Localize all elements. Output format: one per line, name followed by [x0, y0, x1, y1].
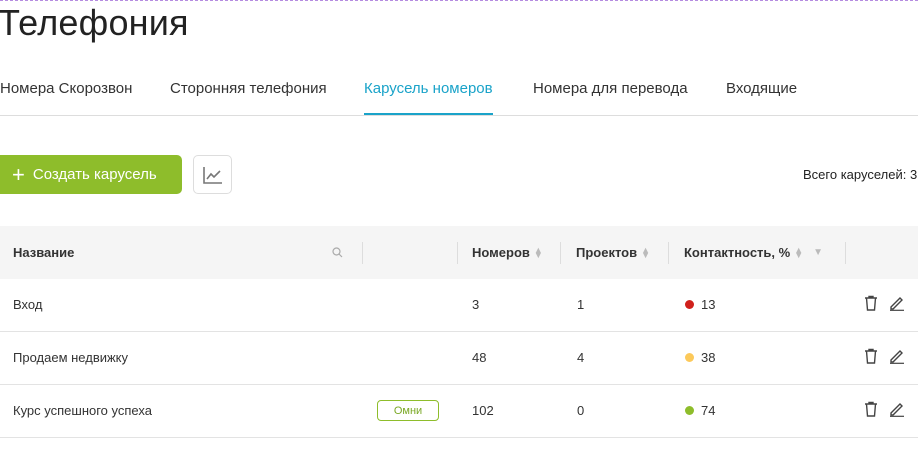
row-numbers: 3 — [472, 297, 480, 312]
header-numbers-label: Номеров — [472, 245, 530, 260]
statistics-button[interactable] — [193, 155, 232, 194]
search-icon[interactable] — [332, 247, 343, 258]
row-name: Вход — [13, 297, 43, 312]
header-contact-label: Контактность, % — [684, 245, 791, 260]
row-numbers: 102 — [472, 403, 494, 418]
row-projects: 0 — [577, 403, 585, 418]
tab-third-party-telephony[interactable]: Сторонняя телефония — [170, 80, 327, 97]
row-projects: 4 — [577, 350, 585, 365]
tabs: Номера Скорозвон Сторонняя телефония Кар… — [0, 70, 918, 116]
row-contact: 13 — [701, 297, 716, 312]
trash-icon[interactable] — [864, 295, 878, 311]
top-border — [0, 0, 918, 1]
filter-icon[interactable]: ▼ — [813, 247, 824, 258]
table-row[interactable]: Продаем недвижку 48 4 38 — [0, 332, 918, 385]
tab-transfer-numbers[interactable]: Номера для перевода — [533, 80, 688, 97]
header-name[interactable]: Название — [13, 245, 75, 260]
column-divider — [457, 242, 458, 264]
row-contact: 38 — [701, 350, 716, 365]
tab-incoming[interactable]: Входящие — [726, 80, 798, 97]
row-numbers: 48 — [472, 350, 487, 365]
column-divider — [362, 242, 363, 264]
status-dot — [685, 300, 694, 309]
trash-icon[interactable] — [864, 401, 878, 417]
row-name: Курс успешного успеха — [13, 403, 152, 418]
total-carousels: Всего каруселей: 3 — [803, 167, 918, 182]
edit-icon[interactable] — [889, 295, 905, 311]
sort-icon[interactable]: ▲ ▼ — [641, 244, 651, 260]
create-carousel-label: Создать карусель — [32, 166, 157, 183]
plus-icon: + — [12, 161, 25, 187]
status-dot — [685, 406, 694, 415]
tab-number-carousel[interactable]: Карусель номеров — [364, 80, 493, 115]
table-header: Название Номеров ▲ ▼ Проектов ▲ ▼ Контактнос… — [0, 226, 918, 279]
sort-icon[interactable]: ▲ ▼ — [533, 244, 543, 260]
sort-icon[interactable]: ▲ ▼ — [794, 244, 804, 260]
header-numbers[interactable]: Номеров ▲ ▼ — [472, 245, 543, 260]
edit-icon[interactable] — [889, 348, 905, 364]
column-divider — [560, 242, 561, 264]
row-name: Продаем недвижку — [13, 350, 129, 365]
line-chart-icon — [202, 166, 222, 184]
edit-icon[interactable] — [889, 401, 905, 417]
header-projects[interactable]: Проектов ▲ ▼ — [576, 245, 650, 260]
column-divider — [668, 242, 669, 264]
page-title: Телефония — [0, 2, 189, 43]
table-row[interactable]: Курс успешного успеха Омни 102 0 74 — [0, 385, 918, 438]
table-row[interactable]: Вход 3 1 13 — [0, 279, 918, 332]
omni-badge: Омни — [377, 400, 439, 421]
row-projects: 1 — [577, 297, 585, 312]
header-contact[interactable]: Контактность, % ▲ ▼ ▼ — [684, 245, 823, 260]
tab-skorozvon-numbers[interactable]: Номера Скорозвон — [0, 80, 133, 97]
status-dot — [685, 353, 694, 362]
column-divider — [845, 242, 846, 264]
row-contact: 74 — [701, 403, 716, 418]
create-carousel-button[interactable]: + Создать карусель — [0, 155, 182, 194]
header-projects-label: Проектов — [576, 245, 638, 260]
trash-icon[interactable] — [864, 348, 878, 364]
